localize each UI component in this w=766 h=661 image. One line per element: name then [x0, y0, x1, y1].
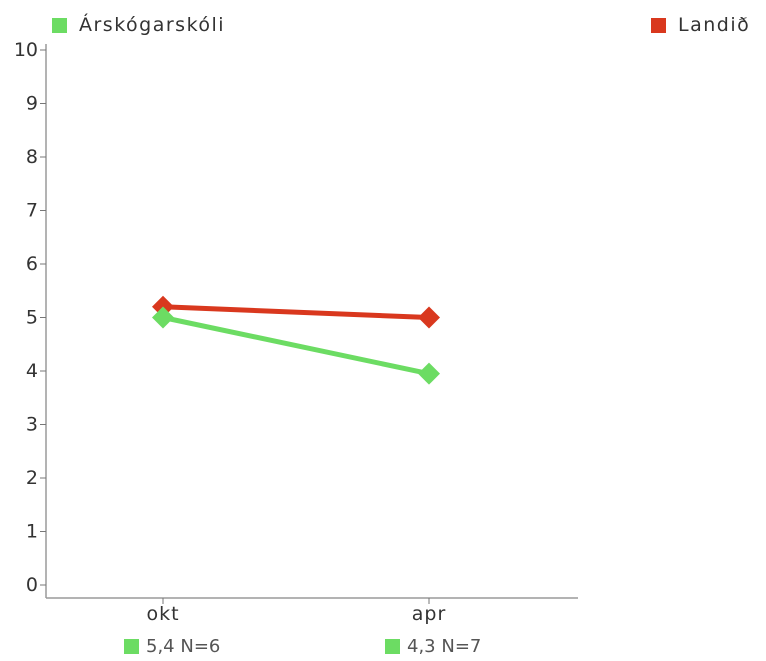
- y-tick-label: 6: [26, 253, 38, 275]
- y-tick-label: 8: [26, 146, 38, 168]
- legend-item-arskogarskoli: Árskógarskóli: [52, 14, 225, 36]
- data-point-marker: [418, 306, 440, 329]
- y-tick-label: 7: [26, 200, 38, 222]
- y-tick-label: 9: [26, 93, 38, 115]
- x-tick-label: okt: [146, 603, 179, 625]
- series-line: [162, 304, 430, 320]
- footer-label-okt: 5,4 N=6: [124, 636, 220, 657]
- footer-text: 4,3 N=7: [407, 636, 482, 657]
- y-tick-label: 4: [26, 360, 38, 382]
- x-tick-label: apr: [412, 603, 447, 625]
- y-tick-label: 2: [26, 467, 38, 489]
- footer-text: 5,4 N=6: [146, 636, 221, 657]
- series-line: [162, 315, 430, 377]
- footer-swatch: [385, 639, 400, 654]
- footer-label-apr: 4,3 N=7: [385, 636, 481, 657]
- data-point-marker: [418, 362, 440, 385]
- y-tick-label: 0: [26, 574, 38, 596]
- legend-item-landid: Landið: [651, 14, 750, 36]
- y-tick-label: 10: [14, 39, 38, 61]
- data-point-marker: [152, 306, 174, 329]
- footer-swatch: [124, 639, 139, 654]
- legend-swatch: [651, 17, 666, 33]
- legend-label: Landið: [678, 14, 751, 36]
- legend-swatch: [52, 17, 67, 33]
- y-tick-label: 3: [26, 414, 38, 436]
- y-tick-label: 1: [26, 521, 38, 543]
- y-tick-label: 5: [26, 307, 38, 329]
- legend-label: Árskógarskóli: [79, 14, 226, 36]
